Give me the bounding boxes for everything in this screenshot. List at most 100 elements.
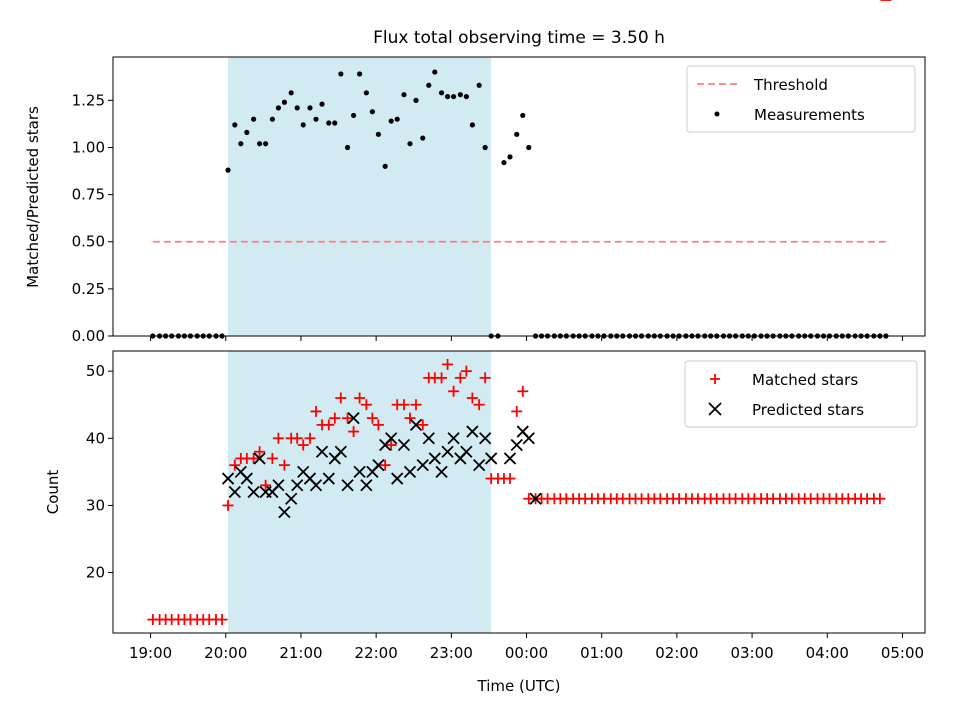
- predicted-star-point: [522, 432, 535, 445]
- top-y-tick-label: 1.25: [72, 91, 105, 109]
- bottom-legend: Matched stars Predicted stars: [684, 360, 918, 428]
- matched-star-point: [354, 392, 366, 404]
- predicted-star-point: [315, 445, 329, 458]
- matched-star-point: [417, 419, 429, 431]
- matched-star-point: [342, 412, 354, 424]
- measurement-point: [401, 92, 407, 98]
- measurement-point: [357, 71, 363, 77]
- matched-star-point: [291, 432, 303, 444]
- matched-star-point: [517, 385, 529, 397]
- matched-star-point: [442, 358, 454, 370]
- measurement-point: [225, 167, 231, 173]
- bottom-y-axis-label: Count: [44, 470, 62, 515]
- bottom-y-tick-label: 40: [86, 429, 105, 447]
- matched-star-point: [479, 372, 491, 384]
- top-y-tick-label: 0.00: [72, 327, 105, 345]
- predicted-star-point: [416, 459, 429, 472]
- predicted-star-point: [353, 465, 366, 478]
- bottom-count-points: [147, 0, 892, 626]
- predicted-star-point: [385, 432, 398, 445]
- matched-star-point: [266, 452, 278, 464]
- matched-star-point: [466, 392, 478, 404]
- measurement-point: [319, 101, 325, 107]
- measurement-point: [444, 93, 451, 100]
- measurement-point: [269, 116, 275, 122]
- measurement-point: [407, 141, 413, 147]
- top-y-tick-label: 1.00: [72, 138, 105, 156]
- predicted-star-point: [409, 418, 423, 431]
- measurement-point: [413, 97, 419, 103]
- measurement-point: [307, 105, 313, 111]
- predicted-star-point: [447, 432, 460, 445]
- predicted-star-point: [422, 432, 435, 445]
- measurement-point: [526, 144, 532, 151]
- matched-star-point: [504, 473, 516, 485]
- predicted-star-point: [309, 479, 323, 492]
- predicted-star-point: [473, 459, 486, 472]
- measurement-point: [257, 141, 263, 147]
- measurement-point: [375, 131, 382, 137]
- bottom-y-tick-label: 50: [86, 362, 105, 380]
- measurement-point: [438, 90, 445, 96]
- predicted-star-point: [247, 485, 260, 499]
- x-tick-label: 03:00: [730, 644, 773, 662]
- matched-star-point: [473, 399, 485, 411]
- measurement-point: [520, 112, 526, 119]
- measurement-point: [514, 131, 520, 137]
- legend-matched-swatch: [710, 374, 720, 384]
- measurement-point: [369, 109, 375, 115]
- measurement-point: [281, 99, 288, 105]
- legend-matched-label: Matched stars: [752, 371, 858, 389]
- predicted-star-point: [391, 472, 404, 485]
- measurement-point: [388, 118, 394, 124]
- x-tick-label: 19:00: [129, 644, 172, 662]
- measurement-point: [288, 90, 294, 96]
- predicted-star-point: [360, 479, 373, 492]
- matched-star-point: [310, 405, 322, 417]
- measurement-point: [363, 90, 369, 96]
- predicted-star-point: [285, 492, 298, 505]
- predicted-star-point: [228, 485, 241, 499]
- matched-star-point: [304, 432, 316, 444]
- top-y-tick-label: 0.25: [72, 280, 105, 298]
- measurement-point: [476, 82, 482, 88]
- bottom-x-ticks: 19:00 20:00 21:00 22:00 23:00 00:00 01:00 02:00…: [129, 633, 924, 662]
- measurement-point: [469, 122, 475, 128]
- measurement-point: [326, 120, 332, 126]
- measurement-point: [232, 122, 238, 128]
- measurement-point: [420, 135, 426, 141]
- top-axes-frame: [112, 56, 926, 337]
- top-legend: Threshold Measurements: [686, 65, 916, 133]
- matched-star-point: [360, 399, 372, 411]
- measurement-point: [250, 116, 257, 122]
- matched-star-point: [254, 446, 266, 458]
- x-tick-label: 04:00: [806, 644, 849, 662]
- predicted-star-point: [485, 452, 498, 465]
- measurement-point: [432, 69, 438, 75]
- matched-star-point: [329, 412, 341, 424]
- predicted-star-point: [334, 445, 347, 458]
- matched-star-point: [404, 412, 416, 424]
- measurement-point: [482, 144, 488, 151]
- bottom-y-tick-label: 30: [86, 496, 105, 514]
- predicted-star-point: [322, 472, 335, 485]
- measurement-point: [501, 159, 507, 166]
- measurement-point: [450, 93, 457, 100]
- measurement-point: [338, 71, 344, 77]
- measurement-point: [463, 93, 469, 100]
- predicted-star-point: [435, 465, 448, 478]
- x-tick-label: 05:00: [881, 644, 924, 662]
- top-shaded-span: [228, 57, 492, 336]
- predicted-star-point: [347, 412, 360, 425]
- measurement-point: [426, 82, 432, 88]
- predicted-star-point: [291, 479, 304, 492]
- x-axis-label: Time (UTC): [477, 677, 561, 695]
- measurement-point: [344, 144, 351, 151]
- x-tick-label: 00:00: [505, 644, 548, 662]
- predicted-star-point: [466, 425, 479, 438]
- matched-star-point: [348, 426, 360, 438]
- matched-star-point: [511, 405, 523, 417]
- matched-star-point: [335, 392, 347, 404]
- top-y-axis-label: Matched/Predicted stars: [24, 106, 42, 288]
